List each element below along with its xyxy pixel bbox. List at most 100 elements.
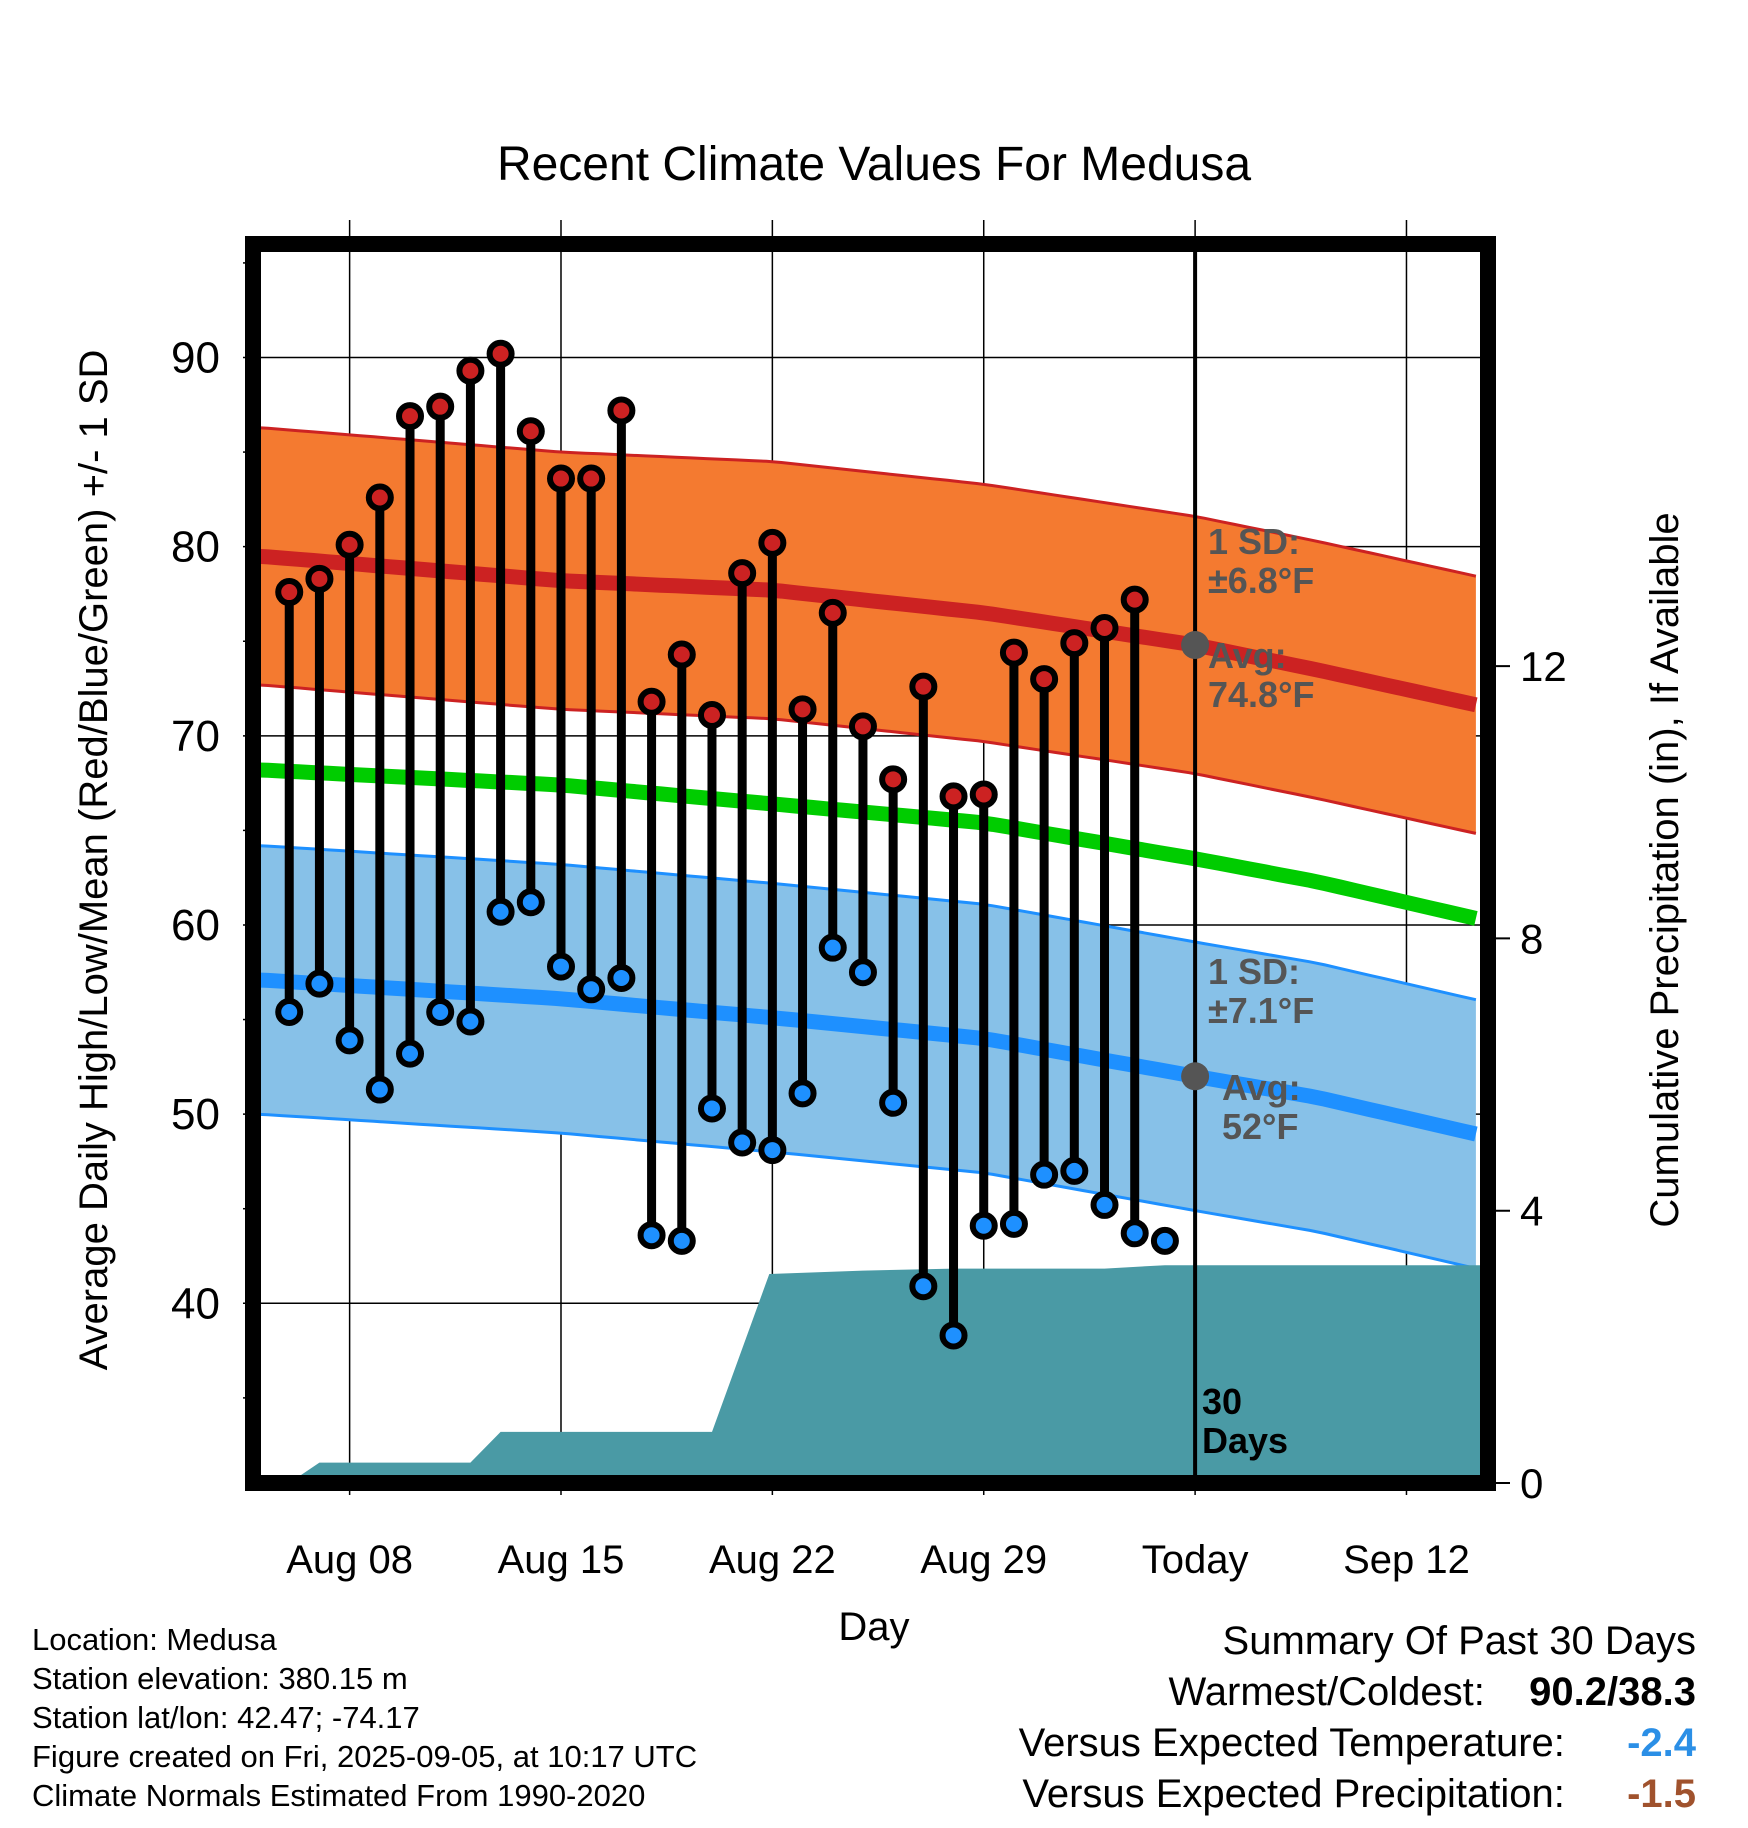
daily-low-point bbox=[879, 1088, 908, 1117]
daily-low-point bbox=[728, 1128, 757, 1157]
daily-low-point bbox=[486, 897, 515, 926]
today-high-avg-dot bbox=[1181, 631, 1210, 660]
daily-high-point bbox=[1030, 665, 1059, 694]
daily-low-point bbox=[909, 1272, 938, 1301]
daily-low-point bbox=[305, 969, 334, 998]
daily-high-point bbox=[999, 638, 1028, 667]
daily-observations bbox=[275, 339, 1179, 1350]
latlon-text: Station lat/lon: 42.47; -74.17 bbox=[32, 1700, 420, 1735]
low-sd-label: 1 SD: ±7.1°F bbox=[1208, 951, 1314, 1031]
precip-area bbox=[289, 1265, 1489, 1483]
elevation-text: Station elevation: 380.15 m bbox=[32, 1661, 408, 1696]
daily-low-point bbox=[456, 1007, 485, 1036]
daily-low-point bbox=[1150, 1226, 1179, 1255]
daily-high-point bbox=[516, 417, 545, 446]
daily-high-point bbox=[848, 712, 877, 741]
x-tick-label: Aug 22 bbox=[709, 1538, 836, 1582]
created-text: Figure created on Fri, 2025-09-05, at 10… bbox=[32, 1739, 698, 1774]
summary-panel: Summary Of Past 30 Days Warmest/Coldest:… bbox=[1019, 1616, 1696, 1820]
daily-low-point bbox=[577, 975, 606, 1004]
daily-high-point bbox=[456, 356, 485, 385]
x-tick-label: Aug 15 bbox=[498, 1538, 625, 1582]
daily-low-point bbox=[335, 1026, 364, 1055]
daily-high-point bbox=[879, 765, 908, 794]
high-band-upper-edge bbox=[252, 426, 1477, 578]
daily-high-point bbox=[788, 695, 817, 724]
daily-high-point bbox=[758, 528, 787, 557]
daily-high-point bbox=[305, 564, 334, 593]
annotations: 1 SD: ±6.8°F Avg: 74.8°F 1 SD: ±7.1°F Avg: 52°F… bbox=[1202, 521, 1314, 1461]
temp-row: Versus Expected Temperature: -2.4 bbox=[1019, 1718, 1696, 1769]
daily-low-point bbox=[1090, 1190, 1119, 1219]
normal-high-line bbox=[252, 548, 1478, 713]
daily-low-point bbox=[788, 1079, 817, 1108]
daily-low-point bbox=[969, 1211, 998, 1240]
precipitation-area bbox=[289, 1265, 1489, 1483]
warm-cold-value: 90.2/38.3 bbox=[1529, 1670, 1696, 1714]
y-tick-label: 60 bbox=[171, 901, 220, 950]
high-sd-label: 1 SD: ±6.8°F bbox=[1208, 521, 1314, 601]
daily-low-point bbox=[365, 1075, 394, 1104]
y-tick-label: 80 bbox=[171, 523, 220, 572]
summary-title: Summary Of Past 30 Days bbox=[1222, 1619, 1696, 1663]
plot-frame bbox=[245, 236, 1496, 1491]
x-tick-label: Sep 12 bbox=[1343, 1538, 1470, 1582]
daily-high-point bbox=[607, 396, 636, 425]
daily-low-point bbox=[818, 933, 847, 962]
daily-low-point bbox=[516, 888, 545, 917]
daily-high-point bbox=[335, 530, 364, 559]
daily-high-point bbox=[818, 598, 847, 627]
daily-low-point bbox=[607, 963, 636, 992]
daily-high-point bbox=[426, 392, 455, 421]
daily-low-point bbox=[848, 958, 877, 987]
y-tick-label: 40 bbox=[171, 1279, 220, 1328]
y-tick-label: 70 bbox=[171, 712, 220, 761]
warm-cold-label: Warmest/Coldest: bbox=[1168, 1670, 1485, 1714]
x-tick-label: Aug 29 bbox=[920, 1538, 1047, 1582]
daily-low-point bbox=[426, 997, 455, 1026]
daily-low-point bbox=[396, 1039, 425, 1068]
daily-low-point bbox=[1030, 1160, 1059, 1189]
today-low-avg-dot bbox=[1181, 1062, 1210, 1091]
daily-low-point bbox=[1120, 1219, 1149, 1248]
plot-border bbox=[245, 236, 1496, 1491]
daily-low-point bbox=[758, 1136, 787, 1165]
temp-value: -2.4 bbox=[1627, 1721, 1696, 1765]
today-marker bbox=[1181, 244, 1210, 1483]
daily-high-point bbox=[1060, 629, 1089, 658]
high-avg-label: Avg: 74.8°F bbox=[1208, 635, 1314, 715]
low-avg-label: Avg: 52°F bbox=[1222, 1067, 1301, 1147]
daily-high-point bbox=[486, 339, 515, 368]
daily-low-point bbox=[275, 997, 304, 1026]
station-info: Location: Medusa Station elevation: 380.… bbox=[32, 1620, 697, 1815]
daily-high-point bbox=[396, 402, 425, 431]
precip-row: Versus Expected Precipitation: -1.5 bbox=[1019, 1769, 1696, 1820]
daily-low-point bbox=[637, 1221, 666, 1250]
location-text: Location: Medusa bbox=[32, 1622, 277, 1657]
daily-low-point bbox=[546, 952, 575, 981]
precip-label: Versus Expected Precipitation: bbox=[1022, 1772, 1565, 1816]
daily-high-point bbox=[1090, 613, 1119, 642]
temp-label: Versus Expected Temperature: bbox=[1018, 1721, 1565, 1765]
y2-tick-label: 8 bbox=[1520, 915, 1543, 962]
y-tick-label: 90 bbox=[171, 333, 220, 382]
daily-high-point bbox=[275, 578, 304, 607]
daily-low-point bbox=[1060, 1156, 1089, 1185]
y2-tick-label: 12 bbox=[1520, 643, 1567, 690]
daily-high-point bbox=[637, 687, 666, 716]
y-tick-label: 50 bbox=[171, 1090, 220, 1139]
x-tick-label: Today bbox=[1142, 1538, 1249, 1582]
normal-low-line bbox=[252, 972, 1478, 1142]
chart-title: Recent Climate Values For Medusa bbox=[497, 138, 1251, 191]
low-band-lower-edge bbox=[252, 1112, 1477, 1270]
days-label: 30 Days bbox=[1202, 1381, 1288, 1461]
daily-high-point bbox=[939, 782, 968, 811]
y2-tick-label: 0 bbox=[1520, 1460, 1543, 1507]
daily-high-point bbox=[909, 672, 938, 701]
daily-low-point bbox=[939, 1321, 968, 1350]
y2-tick-label: 4 bbox=[1520, 1188, 1543, 1235]
daily-high-point bbox=[577, 464, 606, 493]
y-axis-label: Average Daily High/Low/Mean (Red/Blue/Gr… bbox=[72, 350, 116, 1371]
daily-high-point bbox=[365, 483, 394, 512]
daily-high-point bbox=[728, 559, 757, 588]
